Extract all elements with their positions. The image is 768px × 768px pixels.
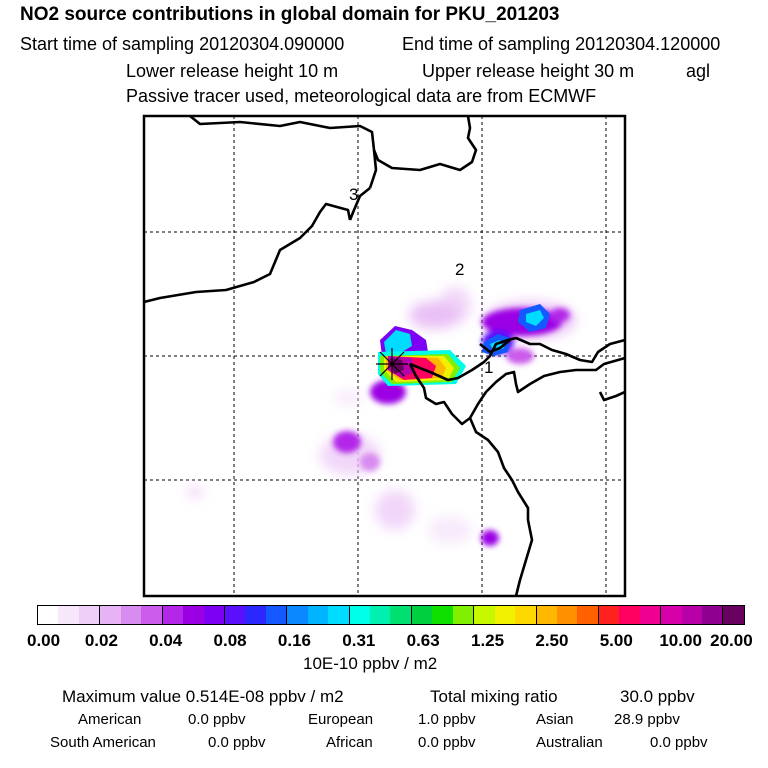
colorbar-tick-label: 10.00 — [659, 631, 702, 650]
colorbar-segment — [141, 606, 163, 624]
colorbar-segment — [556, 606, 578, 624]
colorbar-tick-label: 0.00 — [27, 631, 61, 650]
colorbar-segment — [639, 606, 662, 624]
colorbar-tick-label: 0.04 — [149, 631, 183, 650]
southam-label: South American — [50, 734, 156, 751]
total-mixing-value: 30.0 ppbv — [620, 687, 695, 706]
colorbar-segment — [432, 606, 453, 624]
max-value-label: Maximum value 0.514E-08 ppbv / m2 — [62, 687, 344, 706]
colorbar-tick-label: 20.00 — [710, 631, 753, 650]
american-value: 0.0 ppbv — [188, 711, 246, 728]
american-label: American — [78, 711, 142, 728]
agl-label: agl — [686, 61, 711, 81]
colorbar-units: 10E-10 ppbv / m2 — [303, 654, 438, 673]
colorbar-tick-label: 0.63 — [406, 631, 440, 650]
colorbar-segment — [203, 606, 225, 624]
colorbar-tick-label: 0.08 — [213, 631, 247, 650]
end-time-label: End time of sampling 20120304.120000 — [402, 34, 721, 54]
colorbar-tick-label: 0.02 — [84, 631, 118, 650]
colorbar-segment — [265, 606, 288, 624]
colorbar-segment — [390, 606, 412, 624]
region-label-3: 3 — [349, 185, 358, 204]
colorbar-segment — [162, 606, 184, 624]
colorbar-segment — [619, 606, 640, 624]
colorbar-segment — [370, 606, 391, 624]
african-value: 0.0 ppbv — [418, 734, 476, 751]
map-frame — [142, 114, 627, 598]
colorbar-segment — [515, 606, 537, 624]
colorbar-segment — [287, 606, 308, 624]
asian-label: Asian — [536, 711, 574, 728]
colorbar-segment — [452, 606, 475, 624]
colorbar-tick-label: 2.50 — [535, 631, 569, 650]
colorbar-tick-label: 1.25 — [470, 631, 505, 650]
australian-label: Australian — [536, 734, 603, 751]
african-label: African — [326, 734, 373, 751]
source-marker-icon — [376, 348, 408, 380]
european-label: European — [308, 711, 374, 728]
upper-release-label: Upper release height 30 m — [422, 61, 635, 81]
southam-value: 0.0 ppbv — [208, 734, 266, 751]
colorbar-tick-label: 0.16 — [277, 631, 311, 650]
colorbar-segment — [494, 606, 516, 624]
region-label-1: 1 — [484, 358, 493, 377]
colorbar-segment — [58, 606, 79, 624]
colorbar — [37, 605, 745, 625]
australian-value: 0.0 ppbv — [650, 734, 708, 751]
colorbar-segment — [245, 606, 266, 624]
lower-release-label: Lower release height 10 m — [126, 61, 339, 81]
colorbar-segment — [183, 606, 204, 624]
european-value: 1.0 ppbv — [418, 711, 476, 728]
start-time-label: Start time of sampling 20120304.090000 — [20, 34, 345, 54]
colorbar-segment — [702, 606, 724, 624]
colorbar-segment — [349, 606, 370, 624]
colorbar-segment — [224, 606, 246, 624]
total-mixing-label: Total mixing ratio — [430, 687, 558, 706]
region-label-2: 2 — [455, 260, 464, 279]
colorbar-tick-label: 5.00 — [599, 631, 633, 650]
colorbar-segment — [307, 606, 329, 624]
plot-title: NO2 source contributions in global domai… — [20, 4, 560, 25]
colorbar-segment — [411, 606, 433, 624]
colorbar-segment — [474, 606, 495, 624]
colorbar-segment — [328, 606, 350, 624]
colorbar-segment — [78, 606, 101, 624]
colorbar-segment — [661, 606, 682, 624]
concentration-field — [187, 287, 576, 546]
tracer-note: Passive tracer used, meteorological data… — [126, 86, 597, 106]
colorbar-segment — [598, 606, 620, 624]
colorbar-segment — [577, 606, 599, 624]
colorbar-segment — [536, 606, 557, 624]
asian-value: 28.9 ppbv — [614, 711, 680, 728]
colorbar-segment — [723, 606, 744, 624]
colorbar-segment — [100, 606, 121, 624]
colorbar-segment — [38, 606, 59, 624]
colorbar-tick-label: 0.31 — [342, 631, 376, 650]
colorbar-segment — [681, 606, 702, 624]
coastlines — [144, 116, 625, 596]
colorbar-segment — [120, 606, 142, 624]
